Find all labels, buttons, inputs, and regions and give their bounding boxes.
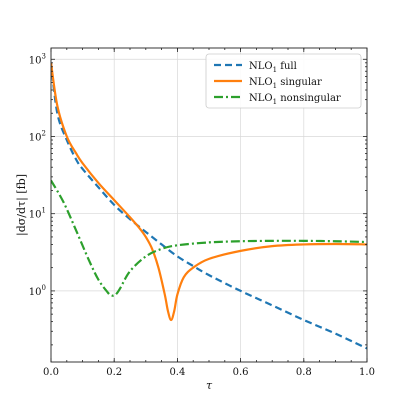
y-tick-labels: 100 101 102 103 bbox=[29, 52, 46, 298]
legend-label-1: NLO1 singular bbox=[249, 77, 322, 90]
x-tick-label: 0.8 bbox=[296, 367, 312, 378]
series-line-0 bbox=[51, 62, 367, 350]
legend-label-2: NLO1 nonsingular bbox=[249, 93, 341, 106]
x-tick-labels: 0.0 0.2 0.4 0.6 0.8 1.0 bbox=[43, 367, 375, 378]
x-tick-label: 0.0 bbox=[43, 367, 59, 378]
series-line-1 bbox=[51, 62, 367, 322]
legend-label-0: NLO1 full bbox=[249, 61, 297, 74]
x-tick-label: 0.2 bbox=[106, 367, 122, 378]
axis-ticks bbox=[50, 48, 368, 362]
legend-box bbox=[205, 53, 362, 109]
series-line-2 bbox=[51, 179, 367, 297]
y-tick-label: 100 bbox=[29, 284, 46, 298]
x-tick-label: 1.0 bbox=[359, 367, 375, 378]
legend: NLO1 full NLO1 singular NLO1 nonsingular bbox=[205, 53, 362, 109]
y-tick-label: 102 bbox=[29, 129, 46, 143]
series-group bbox=[51, 62, 367, 350]
x-axis-label: τ bbox=[206, 379, 213, 392]
y-tick-label: 101 bbox=[29, 207, 46, 221]
y-tick-label: 103 bbox=[29, 52, 46, 66]
x-tick-label: 0.6 bbox=[233, 367, 249, 378]
y-axis-label: |dσ/dτ| [fb] bbox=[15, 174, 29, 236]
x-tick-label: 0.4 bbox=[169, 367, 185, 378]
